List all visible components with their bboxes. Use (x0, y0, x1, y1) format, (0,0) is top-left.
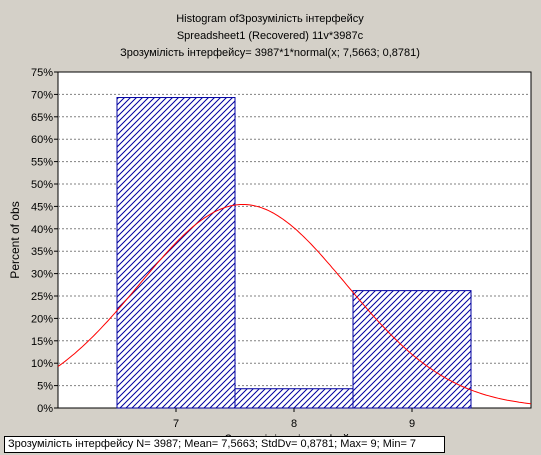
y-tick-label: 20% (31, 313, 53, 325)
y-tick-label: 75% (31, 67, 53, 79)
x-tick-label: 9 (409, 418, 415, 430)
y-tick-label: 10% (31, 358, 53, 370)
y-tick-label: 60% (31, 134, 53, 146)
statistics-summary: Зрозумілість інтерфейсу N= 3987; Mean= 7… (4, 436, 445, 453)
x-axis-ticks: 7 8 9 (173, 408, 415, 430)
chart-title-line-3: Зрозумілість інтерфейсу= 3987*1*normal(x… (120, 47, 420, 59)
gridlines (58, 93, 531, 387)
y-tick-label: 55% (31, 157, 53, 169)
y-tick-label: 0% (37, 403, 53, 415)
y-tick-label: 45% (31, 201, 53, 213)
y-tick-label: 30% (31, 269, 53, 281)
y-tick-label: 50% (31, 179, 53, 191)
y-tick-label: 15% (31, 336, 53, 348)
normal-fit-curve (57, 204, 532, 405)
chart-title-line-1: Histogram ofЗрозумілість інтерфейсу (176, 13, 364, 25)
y-tick-label: 40% (31, 224, 53, 236)
histogram-bar-7 (116, 97, 236, 409)
histogram-bar-9 (352, 290, 472, 409)
y-tick-label: 25% (31, 291, 53, 303)
y-axis-ticks: 0% 5% 10% 15% 20% 25% 30% 35% 40% 45% 50% 55% 60% 65%… (31, 67, 58, 415)
y-tick-label: 5% (37, 381, 53, 393)
histogram-bar-8 (234, 388, 354, 409)
y-axis-label: Percent of obs (8, 201, 22, 278)
y-tick-label: 70% (31, 89, 53, 101)
x-tick-label: 8 (291, 418, 297, 430)
chart-title-line-2: Spreadsheet1 (Recovered) 11v*3987c (177, 30, 364, 42)
x-tick-label: 7 (173, 418, 179, 430)
histogram-bars (116, 97, 472, 409)
y-tick-label: 35% (31, 246, 53, 258)
y-tick-label: 65% (31, 112, 53, 124)
